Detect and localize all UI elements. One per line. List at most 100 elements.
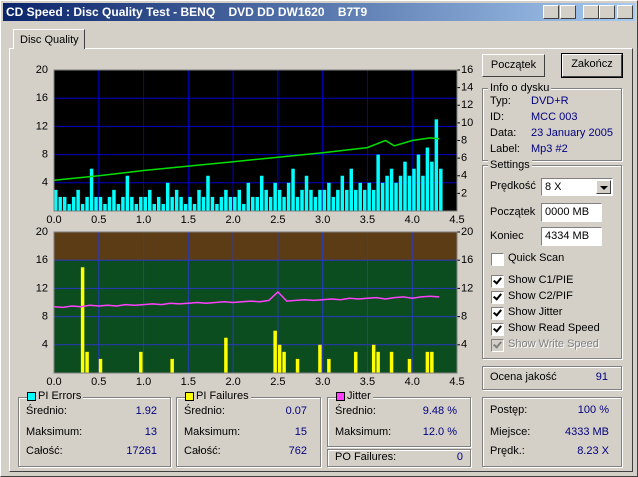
tab[interactable]: Disc Quality <box>13 29 85 49</box>
stat-label: Średnio: <box>335 405 376 417</box>
maximize-button[interactable] <box>599 5 615 19</box>
bar <box>430 161 434 211</box>
bar <box>389 351 394 373</box>
stat-value: 12.0 % <box>422 426 457 438</box>
y2-tick-label: 8 <box>461 134 467 146</box>
x-tick-label: 4.0 <box>405 376 420 388</box>
y2-tick-label: 8 <box>461 311 467 323</box>
checkbox[interactable] <box>491 291 504 304</box>
bar <box>336 189 340 211</box>
bar <box>233 196 237 211</box>
bar <box>98 358 103 373</box>
bar <box>354 189 358 211</box>
stat-value: 762 <box>288 445 307 457</box>
x-tick-label: 4.0 <box>405 214 420 226</box>
checkbox[interactable] <box>491 275 504 288</box>
group-title: PI Failures <box>194 390 251 402</box>
y-tick-label: 4 <box>42 339 48 351</box>
bar <box>313 196 318 211</box>
bar <box>354 351 358 373</box>
progress-label: Miejsce: <box>490 426 531 438</box>
x-tick-label: 3.0 <box>315 376 330 388</box>
bar <box>282 351 286 373</box>
bar <box>85 351 89 373</box>
close-button[interactable] <box>617 5 633 19</box>
icon-button[interactable] <box>560 5 576 19</box>
y-tick-label: 16 <box>36 92 48 104</box>
x-tick-label: 0.5 <box>91 214 106 226</box>
checkbox-label[interactable]: Show C2/PIF <box>508 290 573 302</box>
stat-label: Maksimum: <box>26 426 83 438</box>
bar <box>358 182 362 211</box>
speed-combo[interactable]: 8 X <box>541 178 613 196</box>
icon-button[interactable] <box>543 5 559 19</box>
quality-label: Ocena jakość <box>490 371 557 383</box>
stat-value: 1.92 <box>135 405 157 417</box>
y-tick-label: 12 <box>36 282 48 294</box>
bar <box>125 175 130 211</box>
bar <box>318 344 322 373</box>
y2-tick-label: 20 <box>461 226 473 238</box>
bar <box>327 358 331 373</box>
info-label: Typ: <box>490 95 511 107</box>
stop-button[interactable]: Zakończ <box>561 53 623 78</box>
bar <box>130 196 134 211</box>
checkbox[interactable] <box>491 253 504 266</box>
x-tick-label: 4.5 <box>449 376 464 388</box>
checkbox[interactable] <box>491 323 504 336</box>
window-title: CD Speed : Disc Quality Test - BENQ DVD … <box>6 5 368 19</box>
bar <box>219 196 224 211</box>
bar <box>179 196 183 211</box>
bar <box>80 267 85 373</box>
line <box>53 137 440 181</box>
y-tick-label: 16 <box>36 254 48 266</box>
bar <box>286 182 291 211</box>
x-tick-label: 1.5 <box>181 214 196 226</box>
bar <box>85 196 89 211</box>
po-value: 0 <box>456 451 463 463</box>
x-tick-label: 1.5 <box>181 376 196 388</box>
stat-value: 0.07 <box>285 405 307 417</box>
x-tick-label: 2.0 <box>225 376 240 388</box>
legend-swatch <box>27 392 36 401</box>
bar <box>309 189 313 211</box>
bar <box>340 175 345 211</box>
bar <box>385 175 389 211</box>
x-tick-label: 4.5 <box>449 214 464 226</box>
start-button[interactable]: Początek <box>482 54 545 77</box>
bar <box>277 189 282 211</box>
end-input[interactable]: 4334 MB <box>541 227 602 246</box>
minimize-button[interactable] <box>583 5 599 19</box>
bar <box>380 182 385 211</box>
quality-value: 91 <box>595 371 608 383</box>
y-tick-label: 20 <box>36 64 48 76</box>
checkbox-label[interactable]: Quick Scan <box>508 252 565 264</box>
bar <box>156 196 161 211</box>
bar <box>161 203 165 211</box>
bar <box>174 189 179 211</box>
bar <box>434 119 439 211</box>
bar <box>371 189 376 211</box>
bar <box>197 189 201 211</box>
checkbox-label[interactable]: Show C1/PIE <box>508 274 574 286</box>
bar <box>251 196 255 211</box>
checkbox-label[interactable]: Show Jitter <box>508 306 563 318</box>
y2-tick-label: 4 <box>461 339 467 351</box>
y2-tick-label: 2 <box>461 187 467 199</box>
x-tick-label: 3.5 <box>360 376 375 388</box>
po-label: PO Failures: <box>335 451 397 463</box>
bar <box>152 203 156 211</box>
y2-tick-label: 12 <box>461 99 473 111</box>
bar <box>425 351 430 373</box>
checkbox[interactable] <box>491 307 504 320</box>
setting-label: Początek <box>490 206 536 218</box>
band <box>54 232 457 261</box>
bar <box>439 168 443 211</box>
stat-label: Maksimum: <box>184 426 241 438</box>
x-tick-label: 3.0 <box>315 214 330 226</box>
line <box>53 290 440 309</box>
start-input[interactable]: 0000 MB <box>541 203 602 222</box>
bar <box>76 189 80 211</box>
bar <box>394 182 398 211</box>
checkbox-label[interactable]: Show Read Speed <box>508 322 600 334</box>
